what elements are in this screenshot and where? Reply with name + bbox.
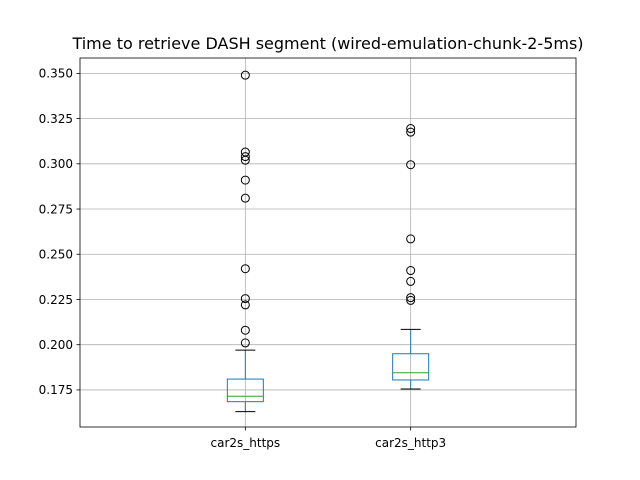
outlier-1-0: [406, 295, 416, 305]
y-tick-label-1: 0.200: [39, 338, 73, 352]
grid-lines: [80, 58, 576, 427]
outlier-0-6: [240, 175, 250, 185]
outlier-1-1: [406, 293, 416, 303]
outlier-0-0: [240, 338, 250, 348]
y-tick-label-3: 0.250: [39, 248, 73, 262]
chart-title: Time to retrieve DASH segment (wired-emu…: [71, 34, 583, 53]
box-group-0: [226, 70, 264, 413]
y-tick-label-4: 0.275: [39, 202, 73, 216]
x-tick-label-0: car2s_https: [211, 436, 281, 450]
box-0: [226, 378, 264, 403]
outlier-1-6: [406, 127, 416, 137]
plot-area: [226, 70, 430, 413]
outlier-0-10: [240, 70, 250, 80]
box-group-1: [392, 124, 430, 390]
y-tick-label-7: 0.350: [39, 67, 73, 81]
x-tick-label-1: car2s_http3: [375, 436, 446, 450]
y-tick-label-6: 0.325: [39, 112, 73, 126]
y-tick-label-2: 0.225: [39, 293, 73, 307]
box-1: [392, 353, 430, 381]
y-tick-label-0: 0.175: [39, 383, 73, 397]
axes-frame: [79, 57, 577, 428]
outlier-1-2: [406, 276, 416, 286]
axes: 0.175 0.200 0.225 0.250 0.275 0.300 0.325 0.350…: [39, 57, 577, 450]
y-tick-label-5: 0.300: [39, 157, 73, 171]
outlier-0-4: [240, 264, 250, 274]
outlier-0-5: [240, 193, 250, 203]
outlier-0-1: [240, 325, 250, 335]
outlier-1-4: [406, 234, 416, 244]
outlier-0-8: [240, 152, 250, 162]
outlier-1-3: [406, 266, 416, 276]
outlier-1-7: [406, 124, 416, 134]
outlier-0-2: [240, 300, 250, 310]
outlier-1-5: [406, 160, 416, 170]
outlier-0-3: [240, 294, 250, 304]
outlier-0-9: [240, 147, 250, 157]
